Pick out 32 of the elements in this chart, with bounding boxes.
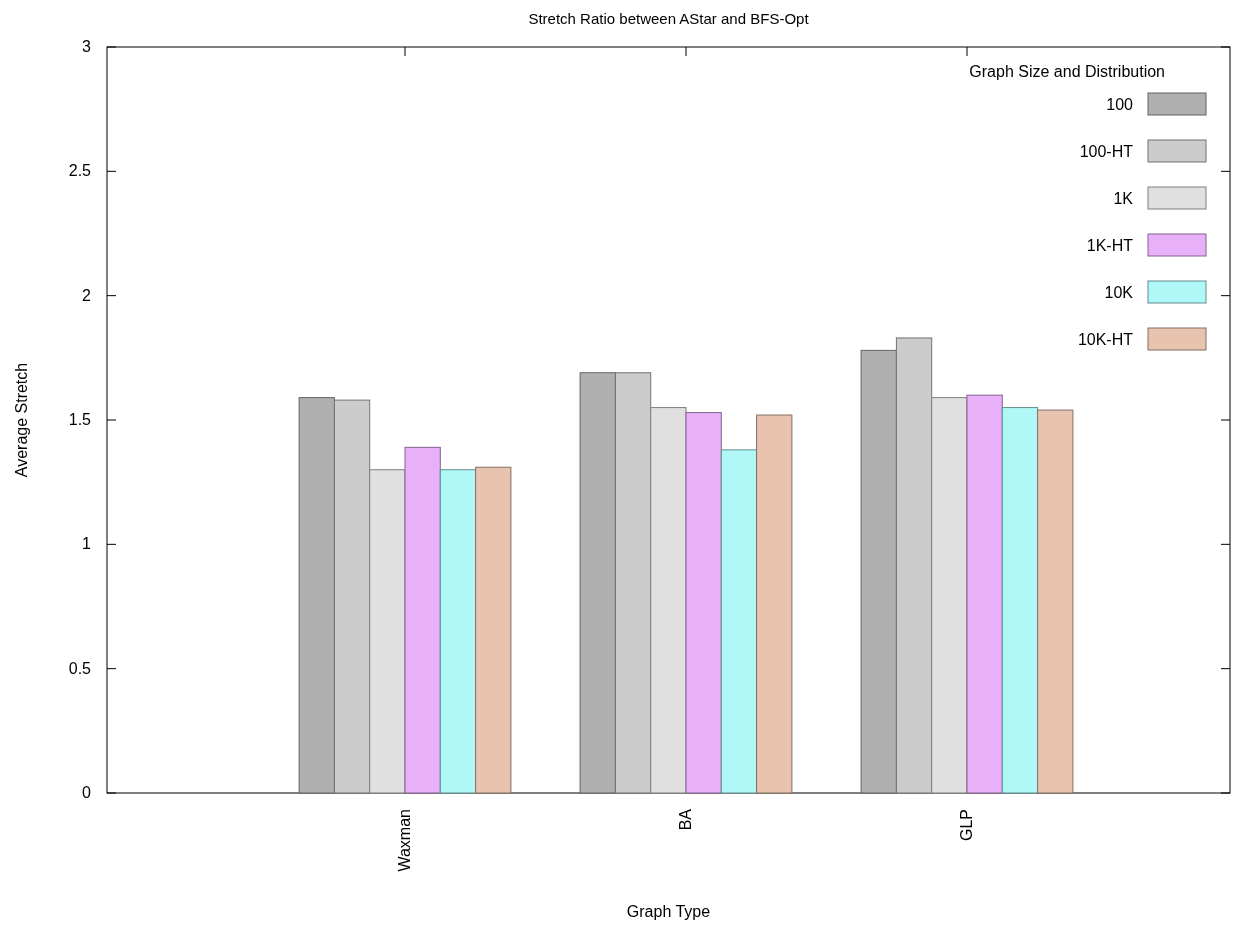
x-axis-title: Graph Type: [626, 903, 711, 920]
bar: [756, 414, 793, 794]
y-tick-label: 3: [82, 38, 92, 55]
legend-label: 1K-HT: [1086, 237, 1134, 254]
bar: [1001, 407, 1039, 794]
bar: [404, 446, 441, 794]
bar: [475, 466, 512, 794]
chart-title: Stretch Ratio between AStar and BFS-Opt: [528, 10, 810, 27]
y-tick-label: 0.5: [68, 659, 92, 677]
y-tick-label: 2: [82, 286, 92, 304]
x-tick-label: BA: [677, 808, 694, 831]
legend-label: 10K: [1104, 284, 1134, 301]
y-tick-label: 1.5: [68, 411, 92, 428]
bar: [966, 394, 1003, 794]
y-tick-label: 2.5: [68, 162, 92, 180]
bar: [860, 349, 897, 794]
legend-label: 100-HT: [1079, 143, 1134, 160]
y-tick-label: 1: [82, 535, 92, 553]
bar: [579, 372, 616, 794]
bar: [720, 449, 758, 794]
bar: [685, 412, 722, 794]
legend-title: Graph Size and Distribution: [969, 63, 1165, 80]
bar: [1037, 409, 1074, 794]
bar: [439, 469, 477, 794]
legend-label: 1K: [1113, 190, 1134, 207]
x-tick-label: GLP: [958, 809, 975, 842]
x-tick-label: Waxman: [396, 809, 413, 872]
bar: [298, 397, 335, 794]
legend-label: 100: [1106, 96, 1134, 113]
legend-label: 10K-HT: [1077, 331, 1134, 348]
y-tick-label: 0: [82, 784, 92, 801]
y-axis-title: Average Stretch: [13, 362, 30, 478]
